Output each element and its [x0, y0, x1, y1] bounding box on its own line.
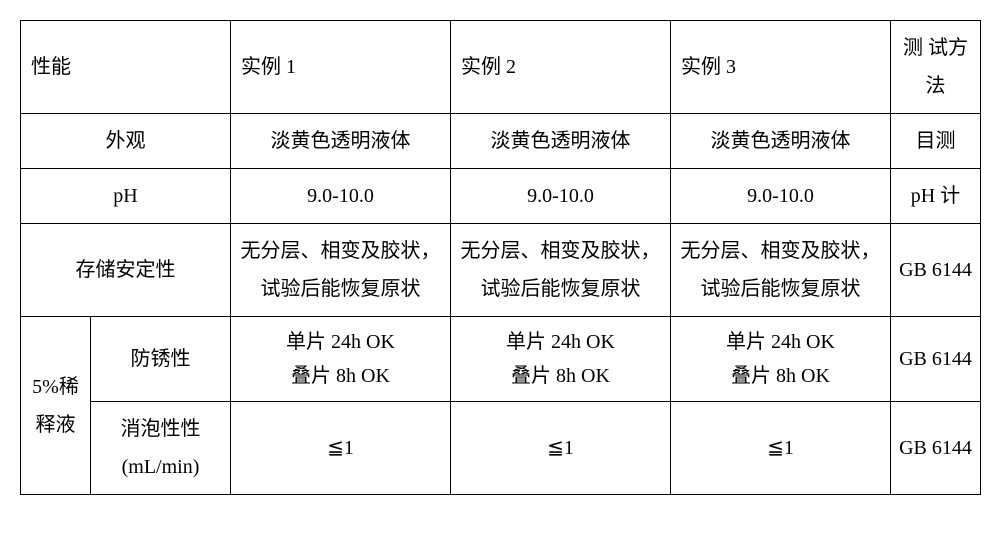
header-ex2: 实例 2 — [451, 21, 671, 114]
ph-ex1: 9.0-10.0 — [231, 169, 451, 224]
defoam-ex2: ≦1 — [451, 402, 671, 495]
rust-ex1-line1: 单片 24h OK — [286, 331, 395, 353]
defoam-ex1: ≦1 — [231, 402, 451, 495]
row-storage: 存储安定性 无分层、相变及胶状，试验后能恢复原状 无分层、相变及胶状，试验后能恢… — [21, 224, 981, 317]
appearance-ex2: 淡黄色透明液体 — [451, 114, 671, 169]
ph-ex3: 9.0-10.0 — [671, 169, 891, 224]
performance-table: 性能 实例 1 实例 2 实例 3 测 试方法 外观 淡黄色透明液体 淡黄色透明… — [20, 20, 981, 495]
defoam-ex3: ≦1 — [671, 402, 891, 495]
rust-ex1: 单片 24h OK 叠片 8h OK — [231, 317, 451, 402]
rust-ex2: 单片 24h OK 叠片 8h OK — [451, 317, 671, 402]
header-ex1: 实例 1 — [231, 21, 451, 114]
storage-method: GB 6144 — [891, 224, 981, 317]
ph-label: pH — [21, 169, 231, 224]
rust-ex3: 单片 24h OK 叠片 8h OK — [671, 317, 891, 402]
header-performance: 性能 — [21, 21, 231, 114]
storage-label: 存储安定性 — [21, 224, 231, 317]
storage-ex1: 无分层、相变及胶状，试验后能恢复原状 — [231, 224, 451, 317]
storage-ex2: 无分层、相变及胶状，试验后能恢复原状 — [451, 224, 671, 317]
ph-method: pH 计 — [891, 169, 981, 224]
storage-ex3: 无分层、相变及胶状，试验后能恢复原状 — [671, 224, 891, 317]
rust-method: GB 6144 — [891, 317, 981, 402]
rust-ex2-line2: 叠片 8h OK — [511, 365, 610, 387]
header-method: 测 试方法 — [891, 21, 981, 114]
appearance-ex3: 淡黄色透明液体 — [671, 114, 891, 169]
appearance-label: 外观 — [21, 114, 231, 169]
dilution-label: 5%稀释液 — [21, 317, 91, 495]
row-rust: 5%稀释液 防锈性 单片 24h OK 叠片 8h OK 单片 24h OK 叠… — [21, 317, 981, 402]
appearance-ex1: 淡黄色透明液体 — [231, 114, 451, 169]
header-ex3: 实例 3 — [671, 21, 891, 114]
rust-ex2-line1: 单片 24h OK — [506, 331, 615, 353]
row-appearance: 外观 淡黄色透明液体 淡黄色透明液体 淡黄色透明液体 目测 — [21, 114, 981, 169]
row-ph: pH 9.0-10.0 9.0-10.0 9.0-10.0 pH 计 — [21, 169, 981, 224]
defoam-method: GB 6144 — [891, 402, 981, 495]
rust-label: 防锈性 — [91, 317, 231, 402]
row-defoam: 消泡性性(mL/min) ≦1 ≦1 ≦1 GB 6144 — [21, 402, 981, 495]
rust-ex3-line1: 单片 24h OK — [726, 331, 835, 353]
rust-ex3-line2: 叠片 8h OK — [731, 365, 830, 387]
appearance-method: 目测 — [891, 114, 981, 169]
rust-ex1-line2: 叠片 8h OK — [291, 365, 390, 387]
table-header-row: 性能 实例 1 实例 2 实例 3 测 试方法 — [21, 21, 981, 114]
defoam-label: 消泡性性(mL/min) — [91, 402, 231, 495]
ph-ex2: 9.0-10.0 — [451, 169, 671, 224]
